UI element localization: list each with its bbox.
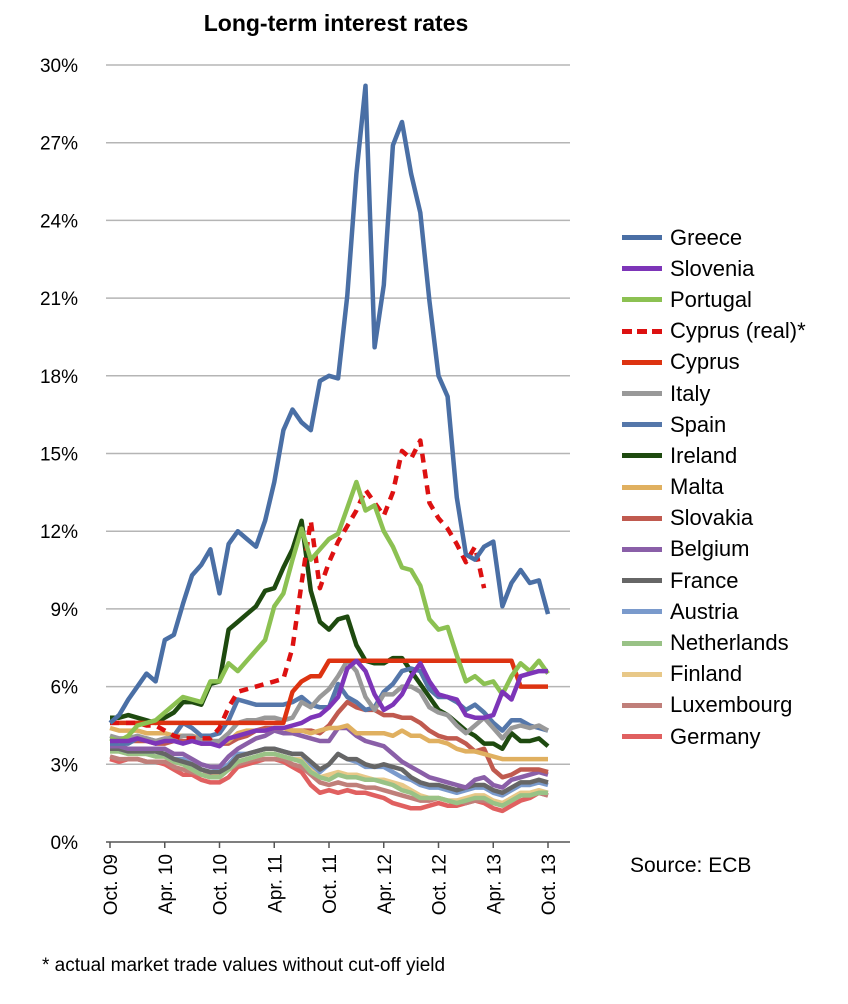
series-line-italy <box>109 658 550 744</box>
legend-swatch <box>622 609 662 615</box>
legend-label: Luxembourg <box>670 692 793 718</box>
legend-item: Belgium <box>622 534 806 565</box>
series-lines <box>108 83 551 814</box>
legend-label: Slovakia <box>670 505 754 531</box>
y-tick-label: 21% <box>40 289 78 310</box>
legend-label: Germany <box>670 723 761 749</box>
series-line-france <box>110 746 549 796</box>
legend-item: Austria <box>622 596 806 627</box>
legend-item: Malta <box>622 472 806 503</box>
y-tick-label: 12% <box>40 522 78 543</box>
legend-swatch <box>622 453 662 459</box>
legend-item: Cyprus <box>622 347 806 378</box>
legend-item: Germany <box>622 721 806 752</box>
legend-swatch <box>622 702 662 708</box>
series-line-portugal <box>109 479 550 744</box>
legend-item: Italy <box>622 378 806 409</box>
x-tick-label: Oct. 13 <box>539 854 560 915</box>
legend-item: Luxembourg <box>622 690 806 721</box>
x-tick-label: Oct. 12 <box>430 854 451 915</box>
legend-swatch <box>622 328 662 334</box>
series-line-cyprus-real <box>110 438 487 741</box>
series-line-luxembourg <box>109 754 549 806</box>
legend-item: Ireland <box>622 440 806 471</box>
legend-swatch <box>622 391 662 397</box>
legend-swatch <box>622 671 662 677</box>
series-line-slovenia <box>110 658 548 749</box>
legend-label: Greece <box>670 224 743 250</box>
y-tick-label: 27% <box>40 134 78 155</box>
x-tick-label: Apr. 11 <box>265 854 286 913</box>
legend-label: Ireland <box>670 442 738 468</box>
series-line-ireland <box>110 518 550 752</box>
legend-swatch <box>622 578 662 584</box>
y-tick-label: 30% <box>40 56 78 77</box>
legend-swatch <box>622 484 662 490</box>
legend-label: Cyprus <box>670 349 740 375</box>
y-tick-label: 9% <box>51 600 79 621</box>
legend-item: Slovakia <box>622 503 806 534</box>
chart-legend: Greece Slovenia Portugal Cyprus (real)* Cypr… <box>622 222 806 752</box>
legend-swatch <box>622 640 662 646</box>
series-line-greece <box>108 83 551 725</box>
x-tick-label: Apr. 10 <box>156 854 177 914</box>
y-tick-label: 18% <box>40 367 78 388</box>
legend-item: Greece <box>622 222 806 253</box>
legend-item: Cyprus (real)* <box>622 316 806 347</box>
legend-swatch <box>622 515 662 521</box>
footnote: * actual market trade values without cut… <box>42 955 446 976</box>
x-tick-label: Oct. 11 <box>320 854 341 914</box>
legend-label: Portugal <box>670 286 752 312</box>
legend-label: Slovenia <box>670 255 755 281</box>
legend-label: Spain <box>670 411 727 437</box>
series-line-cyprus <box>110 658 548 726</box>
legend-swatch <box>622 266 662 272</box>
legend-swatch <box>622 422 662 428</box>
legend-label: Cyprus (real)* <box>670 318 806 344</box>
legend-item: France <box>622 565 806 596</box>
legend-item: Slovenia <box>622 253 806 284</box>
legend-swatch <box>622 734 662 740</box>
x-axis-ticks: Oct. 09 Apr. 10 Oct. 10 Apr. 11 Oct. 11 Apr. … <box>101 842 560 915</box>
legend-swatch <box>622 546 662 552</box>
series-line-netherlands <box>110 749 548 808</box>
legend-label: Netherlands <box>670 630 789 656</box>
legend-item: Spain <box>622 409 806 440</box>
legend-swatch <box>622 359 662 365</box>
legend-label: Belgium <box>670 536 750 562</box>
y-axis-ticks: 0% 3% 6% 9% 12% 15% 18% 21% 24% 27% 30% <box>40 56 78 854</box>
y-tick-label: 0% <box>51 833 79 854</box>
legend-item: Netherlands <box>622 627 806 658</box>
legend-label: Austria <box>670 598 739 624</box>
legend-label: Italy <box>670 380 711 406</box>
x-tick-label: Apr. 12 <box>375 854 396 914</box>
y-tick-label: 15% <box>40 445 78 466</box>
series-line-belgium <box>110 725 549 790</box>
legend-swatch <box>622 235 662 241</box>
chart-title: Long-term interest rates <box>203 10 469 36</box>
legend-label: Finland <box>670 661 743 687</box>
legend-item: Finland <box>622 659 806 690</box>
y-tick-label: 24% <box>40 211 78 232</box>
x-tick-label: Oct. 10 <box>211 854 232 915</box>
legend-item: Portugal <box>622 284 806 315</box>
legend-swatch <box>622 297 662 303</box>
y-tick-label: 3% <box>51 755 79 776</box>
y-tick-label: 6% <box>51 678 79 699</box>
legend-label: Malta <box>670 474 724 500</box>
x-tick-label: Oct. 09 <box>101 854 122 915</box>
legend-label: France <box>670 567 739 593</box>
x-tick-label: Apr. 13 <box>484 854 505 914</box>
source-note: Source: ECB <box>630 854 752 877</box>
